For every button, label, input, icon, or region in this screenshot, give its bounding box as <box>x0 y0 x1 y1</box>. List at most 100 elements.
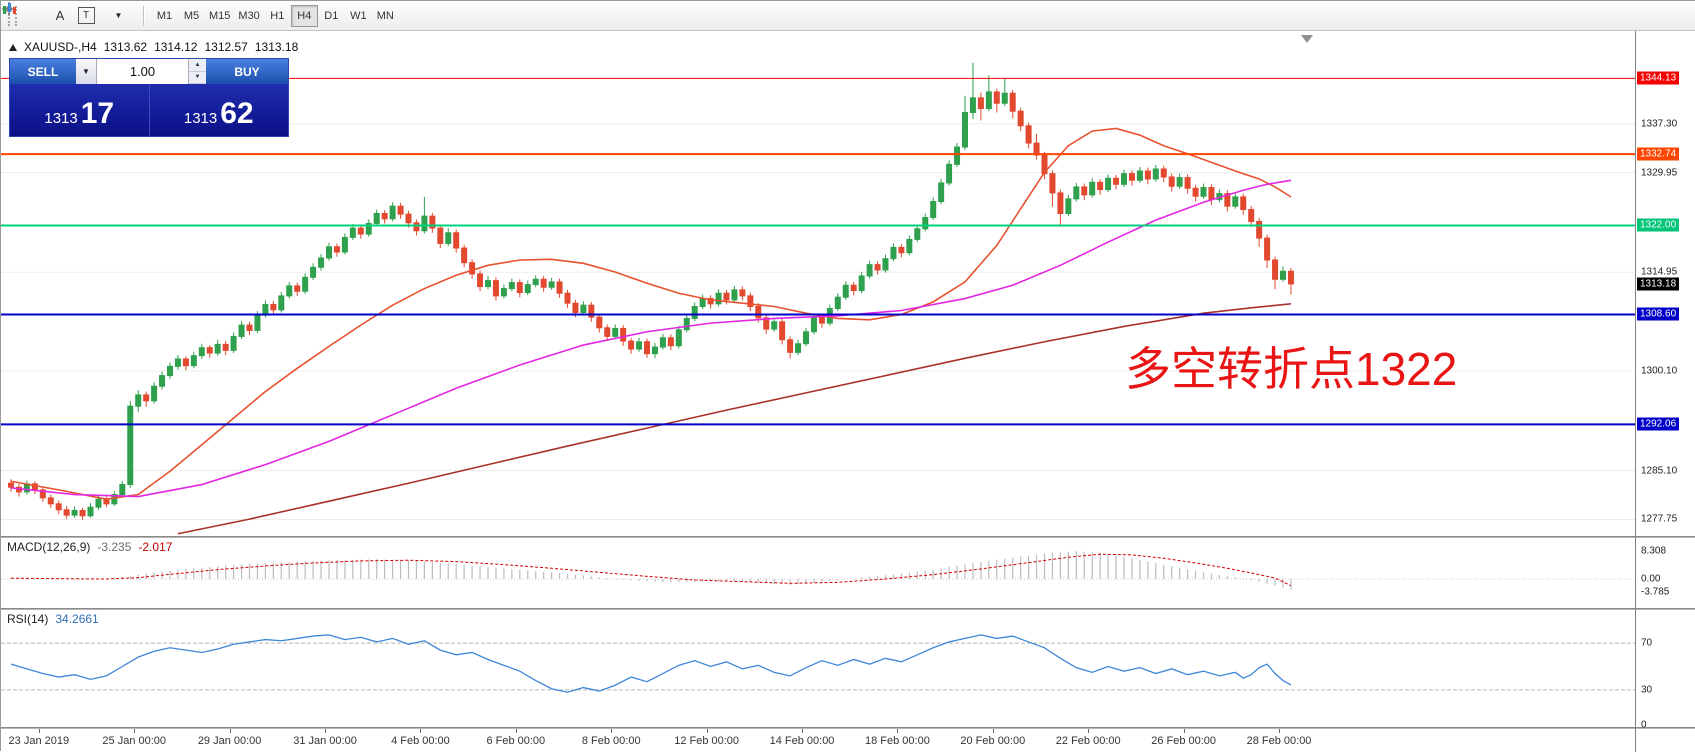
timeframe-button-d1[interactable]: D1 <box>324 9 339 22</box>
timeframe-button-m5[interactable]: M5 <box>183 9 200 22</box>
ohlc-close: 1313.18 <box>254 40 299 54</box>
rsi-axis-label: 70 <box>1641 637 1653 649</box>
price-tick-label: 1277.75 <box>1641 513 1678 525</box>
rsi-value: 34.2661 <box>55 612 99 626</box>
timeframe-button-m30[interactable]: M30 <box>238 9 260 22</box>
time-tick <box>515 729 517 733</box>
time-tick <box>706 729 708 733</box>
macd-signal-value: -2.017 <box>138 540 173 554</box>
ohlc-open: 1313.62 <box>103 40 148 54</box>
indicators-icon[interactable]: ▼ <box>3 3 136 28</box>
price-tick-label: 1314.95 <box>1641 266 1678 278</box>
timeframe-button-m1[interactable]: M1 <box>156 9 173 22</box>
textbox-glyph: T <box>77 7 95 24</box>
buy-button[interactable]: BUY <box>206 59 288 84</box>
time-tick <box>1088 729 1090 733</box>
macd-value: -3.235 <box>97 540 132 554</box>
panel-separator[interactable] <box>1 536 1695 538</box>
buy-price-main: 1313 <box>183 110 218 127</box>
price-tag: 1313.18 <box>1637 277 1680 291</box>
price-tick-label: 1337.30 <box>1641 118 1678 130</box>
rsi-chart <box>1 634 1635 693</box>
price-tag: 1322.00 <box>1637 218 1680 232</box>
time-tick <box>992 729 994 733</box>
macd-panel[interactable]: MACD(12,26,9) -3.235 -2.017 <box>1 538 1695 608</box>
candlestick-chart[interactable] <box>1 31 1635 536</box>
price-divider <box>148 84 150 136</box>
time-label: 23 Jan 2019 <box>8 735 70 747</box>
time-tick <box>38 729 40 733</box>
crosshair-icon[interactable] <box>2 2 46 28</box>
time-label: 31 Jan 00:00 <box>293 735 357 747</box>
rsi-axis-label: 0 <box>1641 719 1647 731</box>
macd-histogram <box>10 551 1292 590</box>
text-tool-icon[interactable]: A <box>55 8 65 23</box>
time-label: 29 Jan 00:00 <box>197 735 262 747</box>
timeframe-button-w1[interactable]: W1 <box>350 9 367 22</box>
macd-axis-label: 0.00 <box>1641 573 1661 585</box>
panel-separator[interactable] <box>1 608 1695 610</box>
ma-fast-line <box>10 127 1292 500</box>
price-tick-label: 1329.95 <box>1641 167 1678 179</box>
time-tick <box>611 729 613 733</box>
time-tick <box>1279 729 1281 733</box>
time-label: 26 Feb 00:00 <box>1151 735 1217 747</box>
toolbar-separator <box>143 5 145 26</box>
time-label: 28 Feb 00:00 <box>1246 735 1312 747</box>
timeframe-button-h4[interactable]: H4 <box>290 4 318 27</box>
macd-chart <box>1 551 1635 590</box>
timeframe-button-h1[interactable]: H1 <box>270 9 285 22</box>
volume-input[interactable] <box>97 59 188 84</box>
time-label: 4 Feb 00:00 <box>391 735 450 747</box>
rsi-line <box>10 634 1292 693</box>
volume-increase-button[interactable]: ▲ <box>189 59 206 72</box>
candles <box>8 62 1294 520</box>
price-tick-label: 1300.10 <box>1641 365 1678 377</box>
ohlc-high: 1314.12 <box>154 40 198 54</box>
rsi-panel[interactable]: RSI(14) 34.2661 <box>1 610 1695 727</box>
panel-separator[interactable] <box>1 727 1695 729</box>
ma-slow-line <box>177 303 1292 535</box>
volume-decrease-button[interactable]: ▼ <box>189 72 206 84</box>
volume-dropdown-button[interactable]: ▼ <box>76 59 97 84</box>
sell-button[interactable]: SELL <box>10 59 76 84</box>
one-click-trade-panel: SELL ▼ ▲ ▼ BUY 1313 17 1313 62 <box>9 58 289 137</box>
buy-price-display[interactable]: 1313 62 <box>150 84 289 136</box>
volume-stepper: ▲ ▼ <box>188 59 206 84</box>
ohlc-low: 1312.57 <box>204 40 248 54</box>
time-label: 22 Feb 00:00 <box>1055 735 1121 747</box>
macd-axis-label: 8.308 <box>1641 545 1667 557</box>
rsi-axis-label: 30 <box>1641 684 1653 696</box>
symbol-name: XAUUSD-,H4 <box>24 40 97 54</box>
price-tag: 1344.13 <box>1637 71 1680 85</box>
time-label: 6 Feb 00:00 <box>486 735 546 747</box>
price-tag: 1292.06 <box>1637 417 1680 431</box>
time-tick <box>134 729 136 733</box>
time-tick <box>897 729 899 733</box>
macd-label-row: MACD(12,26,9) -3.235 -2.017 <box>7 540 172 554</box>
rsi-label: RSI(14) <box>7 612 49 626</box>
buy-price-pips: 62 <box>220 97 254 130</box>
time-label: 12 Feb 00:00 <box>674 735 740 747</box>
macd-label: MACD(12,26,9) <box>7 540 91 554</box>
time-tick <box>420 729 422 733</box>
time-label: 25 Jan 00:00 <box>102 735 167 747</box>
timeframe-button-mn[interactable]: MN <box>376 9 394 22</box>
time-tick <box>802 729 804 733</box>
timeframe-button-m15[interactable]: M15 <box>209 9 231 22</box>
time-tick <box>229 729 231 733</box>
price-axis[interactable]: 1337.30 1329.95 1314.95 1300.10 1285.10 1277.… <box>1635 31 1695 752</box>
time-tick <box>1183 729 1185 733</box>
time-axis[interactable]: 23 Jan 2019 25 Jan 00:00 29 Jan 00:00 31 Ja… <box>1 729 1695 752</box>
symbol-direction-icon <box>9 43 17 51</box>
sell-price-main: 1313 <box>44 110 78 127</box>
rsi-label-row: RSI(14) 34.2661 <box>7 612 99 626</box>
time-tick <box>325 729 327 733</box>
textbox-tool-icon[interactable]: T <box>74 4 98 28</box>
chart-shift-marker[interactable] <box>1301 35 1313 43</box>
main-chart-panel[interactable]: XAUUSD-,H4 1313.62 1314.12 1312.57 1313.… <box>1 31 1695 536</box>
macd-signal-line <box>10 553 1292 587</box>
toolbar: A T ▼ M1 M5 M15 M30 H1 H4 D1 W1 MN <box>1 1 1695 31</box>
price-tick-label: 1285.10 <box>1641 465 1678 477</box>
sell-price-display[interactable]: 1313 17 <box>10 84 149 136</box>
